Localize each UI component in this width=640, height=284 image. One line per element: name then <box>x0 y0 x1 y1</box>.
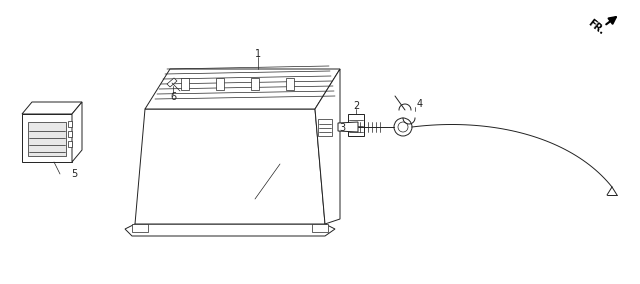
Text: 4: 4 <box>417 99 423 109</box>
Text: 2: 2 <box>353 101 359 111</box>
Polygon shape <box>145 69 340 109</box>
Polygon shape <box>318 119 332 136</box>
Polygon shape <box>181 78 189 90</box>
Text: FR.: FR. <box>586 18 606 36</box>
Polygon shape <box>68 131 72 137</box>
Polygon shape <box>312 224 328 232</box>
Polygon shape <box>68 141 72 147</box>
Polygon shape <box>135 109 325 224</box>
Polygon shape <box>72 102 82 162</box>
Polygon shape <box>125 224 335 236</box>
Polygon shape <box>348 114 364 136</box>
Polygon shape <box>167 78 177 87</box>
Polygon shape <box>315 69 340 224</box>
Text: 6: 6 <box>170 92 176 102</box>
Polygon shape <box>22 114 72 162</box>
Polygon shape <box>286 78 294 90</box>
Text: 5: 5 <box>71 169 77 179</box>
Polygon shape <box>68 121 72 127</box>
Polygon shape <box>216 78 224 90</box>
Polygon shape <box>22 102 82 114</box>
Polygon shape <box>28 122 66 156</box>
Text: 1: 1 <box>255 49 261 59</box>
Text: 3: 3 <box>339 123 345 133</box>
Polygon shape <box>251 78 259 90</box>
Polygon shape <box>338 122 358 132</box>
Polygon shape <box>132 224 148 232</box>
